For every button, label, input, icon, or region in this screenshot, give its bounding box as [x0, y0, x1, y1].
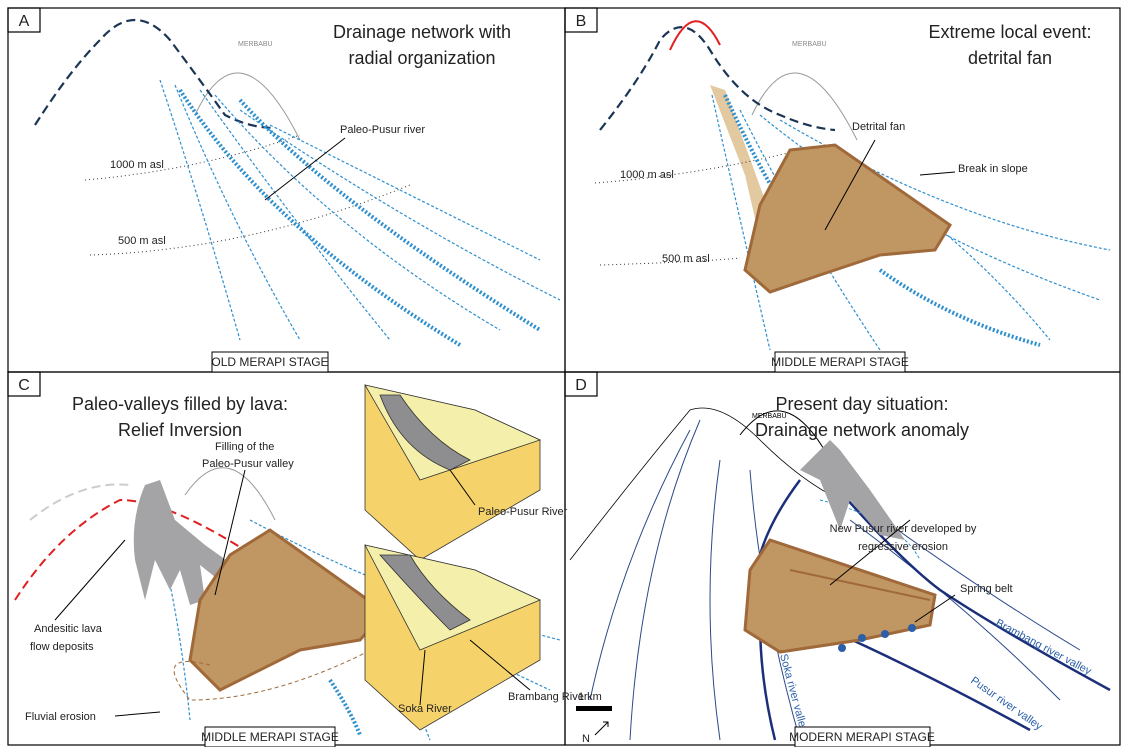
panel-title: Drainage network with [333, 22, 511, 42]
label: Brambang River [508, 691, 588, 703]
label: Brambang river valley [994, 617, 1094, 678]
panel-title: Drainage network anomaly [755, 420, 969, 440]
stage-label: OLD MERAPI STAGE [211, 355, 328, 369]
mountain-label: MERBABU [792, 41, 827, 48]
panel-a-art [35, 20, 560, 345]
label: Andesitic lava [34, 623, 103, 635]
panel-c-art [15, 385, 560, 740]
label: Soka River [398, 703, 452, 715]
panel-letter: A [19, 13, 30, 30]
panel-title: Relief Inversion [118, 420, 242, 440]
label: New Pusur river developed by [830, 523, 977, 535]
panel-title: radial organization [348, 48, 495, 68]
panel-title: detrital fan [968, 48, 1052, 68]
label: Filling of the [215, 441, 274, 453]
figure: A MERBABU Drainage network with radial o… [0, 0, 1123, 747]
label: Paleo-Pusur River [478, 506, 568, 518]
panel-title: Extreme local event: [928, 22, 1091, 42]
panel-letter: C [18, 377, 30, 394]
label: regressive erosion [858, 541, 948, 553]
label: Spring belt [960, 583, 1013, 595]
mountain-label: MERBABU [752, 413, 787, 420]
panel-letter: D [575, 377, 587, 394]
label: Break in slope [958, 163, 1028, 175]
stage-label: MIDDLE MERAPI STAGE [201, 730, 339, 744]
label: 1000 m asl [110, 159, 164, 171]
frames [8, 8, 1120, 745]
panel-title: Present day situation: [775, 394, 948, 414]
label: 500 m asl [662, 253, 710, 265]
label: 1000 m asl [620, 169, 674, 181]
label: Soka river valley [777, 653, 810, 735]
panel-b-art [595, 21, 1110, 350]
label: 500 m asl [118, 235, 166, 247]
label: 1 km [578, 691, 602, 703]
label: Paleo-Pusur valley [202, 458, 294, 470]
label: Fluvial erosion [25, 711, 96, 723]
label: Detrital fan [852, 121, 905, 133]
panel-title: Paleo-valleys filled by lava: [72, 394, 288, 414]
panel-d-art [570, 408, 1110, 740]
stage-label: MIDDLE MERAPI STAGE [771, 355, 909, 369]
label: Paleo-Pusur river [340, 124, 425, 136]
panel-letter: B [576, 13, 587, 30]
label: N [582, 733, 590, 745]
label: flow deposits [30, 641, 94, 653]
mountain-label: MERBABU [238, 41, 273, 48]
stage-label: MODERN MERAPI STAGE [789, 730, 935, 744]
